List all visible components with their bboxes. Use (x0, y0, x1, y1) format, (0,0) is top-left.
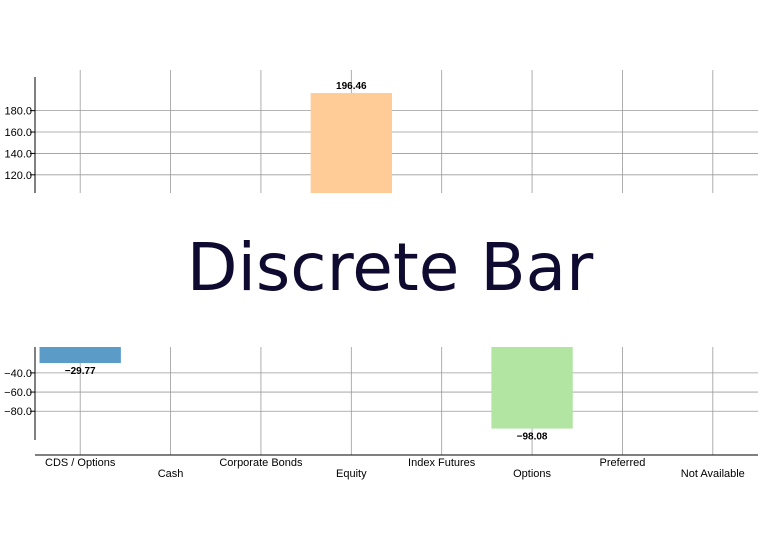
y-tick-label: −40.0 (4, 368, 32, 380)
y-tick-label: −80.0 (4, 406, 32, 418)
x-tick-label: Equity (336, 468, 367, 480)
y-tick-label: −60.0 (4, 387, 32, 399)
data-label: −98.08 (517, 432, 548, 443)
labels-layer: 180.0 160.0 140.0 120.0 −40.0 −60.0 −80.0 −29.7… (4, 81, 745, 480)
data-label: 196.46 (336, 81, 367, 92)
x-tick-label: Corporate Bonds (219, 457, 303, 469)
y-tick-label: 120.0 (4, 170, 32, 182)
data-label: −29.77 (65, 366, 96, 377)
x-tick-label: Index Futures (408, 457, 476, 469)
x-tick-label: Options (513, 468, 551, 480)
y-tick-label: 160.0 (4, 127, 32, 139)
y-tick-label: 180.0 (4, 106, 32, 118)
bars-layer (39, 93, 573, 429)
page-title: Discrete Bar (186, 229, 594, 306)
bar-equity[interactable] (310, 93, 392, 193)
x-tick-label: Not Available (681, 468, 745, 480)
x-tick-label: Preferred (600, 457, 646, 469)
title-band (0, 193, 780, 347)
bar-cds-options[interactable] (39, 347, 121, 364)
y-tick-label: 140.0 (4, 148, 32, 160)
bar-options[interactable] (491, 347, 573, 429)
x-tick-label: CDS / Options (45, 457, 116, 469)
x-tick-label: Cash (158, 468, 184, 480)
axis-layer (30, 77, 758, 456)
